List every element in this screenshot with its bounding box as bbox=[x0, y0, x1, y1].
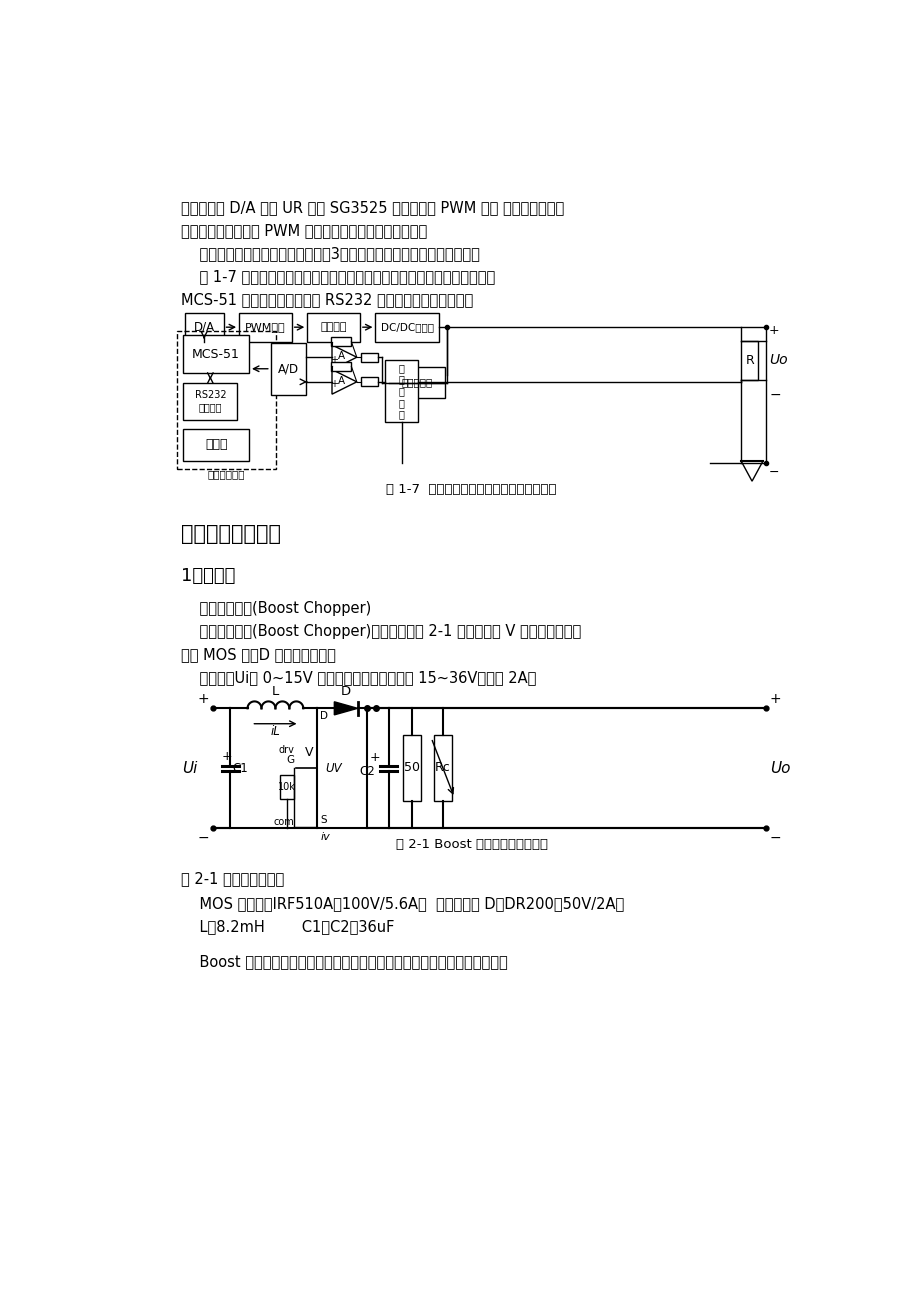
Bar bbox=[385, 361, 417, 422]
Text: DC/DC变换器: DC/DC变换器 bbox=[380, 322, 433, 332]
Text: 50: 50 bbox=[403, 762, 419, 775]
Text: MCS-51 单片机与上位机通过 RS232 串口连接，可在线调试。: MCS-51 单片机与上位机通过 RS232 串口连接，可在线调试。 bbox=[181, 293, 472, 307]
Text: +: + bbox=[330, 354, 338, 365]
Bar bbox=[375, 312, 438, 342]
Text: PWM控制: PWM控制 bbox=[244, 322, 286, 332]
Bar bbox=[176, 331, 276, 469]
Text: Rc: Rc bbox=[435, 762, 450, 775]
Text: 图 1-7  降压斩波电路双闭环反馈控制电路图: 图 1-7 降压斩波电路双闭环反馈控制电路图 bbox=[386, 483, 556, 496]
Text: 鉴于学生的知识结构，选择模式（3），选择传感器或变送器采样方式。: 鉴于学生的知识结构，选择模式（3），选择传感器或变送器采样方式。 bbox=[181, 246, 479, 262]
Text: 图 2-1 Boost 升压斩波电路原理图: 图 2-1 Boost 升压斩波电路原理图 bbox=[395, 837, 547, 850]
Polygon shape bbox=[332, 345, 357, 370]
Text: A: A bbox=[337, 352, 345, 362]
Polygon shape bbox=[334, 702, 357, 715]
Text: 经运算后由 D/A 输出 UR 送到 SG3525 产生闭环的 PWM 波形 。而电流短路保: 经运算后由 D/A 输出 UR 送到 SG3525 产生闭环的 PWM 波形 。… bbox=[181, 201, 563, 215]
Text: com: com bbox=[273, 816, 294, 827]
Text: 护则应硬件直接封锁 PWM 波，限流保护仍由单片机承担。: 护则应硬件直接封锁 PWM 波，限流保护仍由单片机承担。 bbox=[181, 223, 426, 238]
Text: drv: drv bbox=[278, 745, 294, 755]
Text: Uo: Uo bbox=[768, 353, 787, 367]
Bar bbox=[307, 312, 359, 342]
Text: iv: iv bbox=[320, 832, 330, 842]
Text: 10k: 10k bbox=[278, 783, 296, 792]
Text: V: V bbox=[305, 746, 313, 759]
Text: C2: C2 bbox=[358, 766, 374, 779]
Text: iL: iL bbox=[270, 724, 280, 737]
Text: D: D bbox=[320, 711, 328, 721]
Text: −: − bbox=[769, 831, 780, 845]
Text: +: + bbox=[221, 750, 232, 763]
Text: +: + bbox=[197, 693, 209, 706]
Text: 电
压
变
送
器: 电 压 变 送 器 bbox=[398, 363, 404, 419]
Text: +: + bbox=[330, 379, 338, 389]
Text: L: L bbox=[271, 685, 278, 698]
Text: C1: C1 bbox=[233, 762, 248, 775]
Text: 上位机: 上位机 bbox=[205, 439, 227, 452]
Text: S: S bbox=[320, 815, 326, 825]
Text: G: G bbox=[286, 755, 294, 766]
Text: −: − bbox=[197, 831, 209, 845]
Text: 驱动电路: 驱动电路 bbox=[320, 322, 346, 332]
Text: +: + bbox=[768, 324, 779, 337]
Text: 1、主电路: 1、主电路 bbox=[181, 566, 235, 585]
Bar bbox=[183, 428, 249, 461]
Text: 图 1-7 给出了采用数字控制方式的降压斩波电路双闭环反馈控制电路图。: 图 1-7 给出了采用数字控制方式的降压斩波电路双闭环反馈控制电路图。 bbox=[181, 270, 494, 284]
Bar bbox=[331, 362, 351, 371]
Text: Uo: Uo bbox=[769, 760, 789, 776]
Text: RS232
通讯接口: RS232 通讯接口 bbox=[194, 391, 226, 411]
Text: R: R bbox=[744, 354, 754, 367]
Polygon shape bbox=[332, 370, 357, 395]
Text: UV: UV bbox=[324, 762, 341, 775]
Bar bbox=[270, 342, 305, 395]
Bar bbox=[360, 378, 378, 387]
Text: Boost 升压斩波电路有电感电流连续和电感电流断续两种工作状态，当电路: Boost 升压斩波电路有电感电流连续和电感电流断续两种工作状态，当电路 bbox=[181, 954, 507, 969]
Bar bbox=[360, 353, 378, 362]
Bar bbox=[741, 341, 757, 380]
Text: 图 2-1 中各器件选型：: 图 2-1 中各器件选型： bbox=[181, 871, 284, 887]
Text: 电流变送器: 电流变送器 bbox=[402, 378, 433, 388]
Text: 输入电压Ui取 0~15V 直流电压，输出直流电压 15~36V，电流 2A。: 输入电压Ui取 0~15V 直流电压，输出直流电压 15~36V，电流 2A。 bbox=[181, 669, 536, 685]
Bar bbox=[183, 383, 237, 419]
Text: −: − bbox=[768, 388, 780, 402]
Text: L：8.2mH        C1、C2：36uF: L：8.2mH C1、C2：36uF bbox=[181, 919, 394, 935]
Text: 二、升压斩波电路: 二、升压斩波电路 bbox=[181, 523, 280, 543]
Bar bbox=[331, 337, 351, 346]
Text: 升压斩波电路(Boost Chopper): 升压斩波电路(Boost Chopper) bbox=[181, 600, 370, 616]
Bar bbox=[239, 312, 291, 342]
Text: A: A bbox=[337, 376, 345, 387]
Text: +: + bbox=[369, 751, 380, 764]
Bar bbox=[185, 312, 223, 342]
Bar bbox=[389, 367, 445, 398]
Text: 升压斩波电路(Boost Chopper)的原理图如图 2-1 所示。图中 V 为全控型器件，: 升压斩波电路(Boost Chopper)的原理图如图 2-1 所示。图中 V … bbox=[181, 624, 581, 638]
Bar bbox=[433, 734, 451, 801]
Text: MCS-51: MCS-51 bbox=[192, 348, 240, 361]
Text: A/D: A/D bbox=[278, 362, 299, 375]
Bar bbox=[183, 335, 249, 374]
Text: +: + bbox=[769, 693, 780, 706]
Bar bbox=[279, 775, 294, 799]
Text: D/A: D/A bbox=[193, 320, 214, 333]
Text: Ui: Ui bbox=[182, 760, 198, 776]
Text: 在线调试平台: 在线调试平台 bbox=[208, 469, 245, 479]
Text: MOS 管型号：IRF510A（100V/5.6A）  续流二极管 D：DR200（50V/2A）: MOS 管型号：IRF510A（100V/5.6A） 续流二极管 D：DR200… bbox=[181, 896, 623, 911]
Text: 选用 MOS 管。D 为续流二极管。: 选用 MOS 管。D 为续流二极管。 bbox=[181, 647, 335, 661]
Text: D: D bbox=[341, 685, 351, 698]
Bar bbox=[403, 734, 421, 801]
Text: −: − bbox=[768, 466, 778, 479]
